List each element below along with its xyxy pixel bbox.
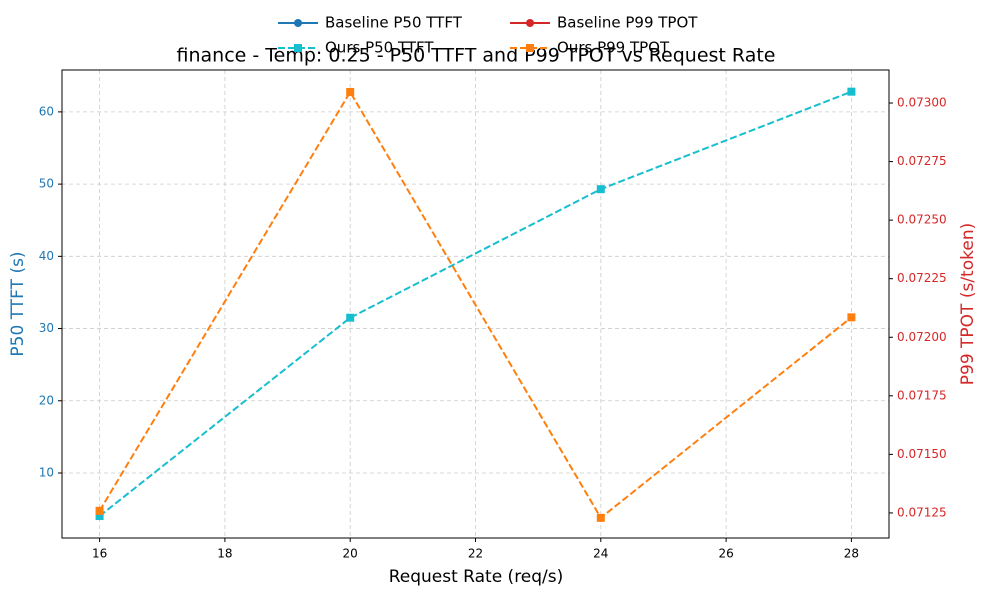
legend-label: Ours P99 TPOT (557, 39, 670, 57)
y2-tick-label: 0.07300 (897, 96, 947, 110)
point (95, 512, 104, 521)
y2-tick-label: 0.07275 (897, 154, 947, 168)
x-tick-label: 16 (92, 547, 107, 561)
point (596, 513, 605, 522)
y-tick-label: 40 (39, 249, 54, 263)
point (346, 88, 355, 97)
y2-tick-label: 0.07250 (897, 213, 947, 227)
y-tick-label: 10 (39, 466, 54, 480)
y-axis-label: P50 TTFT (s) (8, 251, 28, 356)
y-tick-label: 60 (39, 104, 54, 118)
legend-marker (526, 44, 534, 52)
x-axis-label: Request Rate (req/s) (389, 567, 564, 587)
series-line (98, 90, 852, 517)
series-line (98, 90, 853, 520)
point (346, 313, 355, 322)
y2-tick-label: 0.07125 (897, 505, 947, 519)
x-tick-label: 22 (468, 547, 483, 561)
point (596, 185, 605, 194)
y-tick-label: 20 (39, 393, 54, 407)
legend-label: Baseline P99 TPOT (557, 14, 698, 32)
legend-marker (526, 19, 534, 27)
chart-title: finance - Temp: 0.25 - P50 TTFT and P99 … (177, 45, 776, 67)
point (95, 506, 104, 515)
y2-axis-label: P99 TPOT (s/token) (958, 223, 978, 385)
legend-label: Ours P50 TTFT (325, 39, 434, 57)
legend-marker (294, 44, 302, 52)
point (847, 313, 856, 322)
y2-tick-label: 0.07225 (897, 271, 947, 285)
x-tick-label: 18 (217, 547, 232, 561)
y-tick-label: 30 (39, 321, 54, 335)
plot-frame (61, 69, 890, 539)
y-tick-label: 50 (39, 177, 54, 191)
y2-tick-label: 0.07175 (897, 388, 947, 402)
point (847, 87, 856, 96)
x-tick-label: 28 (844, 547, 859, 561)
x-tick-label: 24 (593, 547, 608, 561)
y2-tick-label: 0.07150 (897, 447, 947, 461)
x-tick-label: 26 (718, 547, 733, 561)
legend-marker (294, 19, 302, 27)
legend-label: Baseline P50 TTFT (325, 14, 463, 32)
y2-tick-label: 0.07200 (897, 330, 947, 344)
x-tick-label: 20 (343, 547, 358, 561)
